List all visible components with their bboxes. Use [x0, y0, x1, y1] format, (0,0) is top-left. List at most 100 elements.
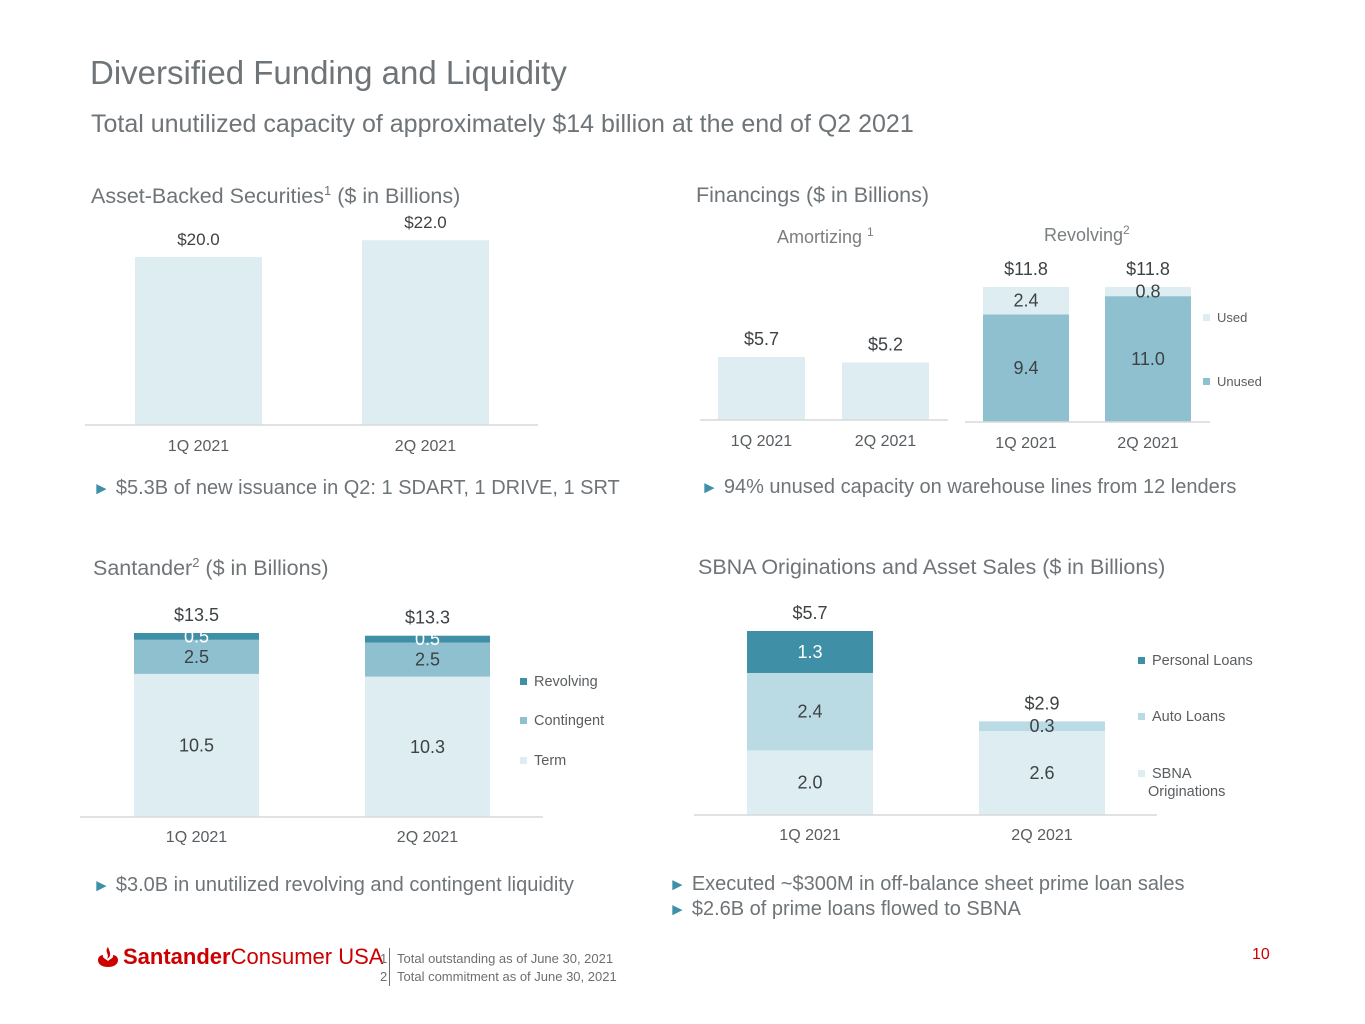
- bar-value-label: $5.2: [868, 335, 903, 355]
- bar-segment-sbna-originations: [747, 750, 873, 815]
- bar: [718, 357, 805, 420]
- abs-title-text: Asset-Backed Securities: [91, 184, 325, 209]
- legend-swatch: [1138, 657, 1145, 664]
- legend-swatch: [520, 757, 527, 764]
- bullet-text: 94% unused capacity on warehouse lines f…: [723, 476, 1237, 498]
- segment-value-label: 0.5: [184, 626, 209, 646]
- bar: [362, 240, 489, 425]
- page-number: 10: [1252, 946, 1270, 963]
- bullet-text: Executed ~$300M in off-balance sheet pri…: [691, 873, 1185, 895]
- bar-segment-used: [983, 287, 1069, 315]
- sbna-section-title: SBNA Originations and Asset Sales ($ in …: [698, 555, 1166, 579]
- amortizing-title-text: Amortizing: [777, 227, 868, 247]
- segment-value-label: 2.5: [415, 650, 440, 670]
- bar-segment-auto-loans: [747, 672, 873, 751]
- bar-segment-term: [134, 673, 259, 817]
- x-tick-label: 2Q 2021: [855, 433, 916, 450]
- segment-value-label: 9.4: [1013, 358, 1038, 378]
- legend-label: Originations: [1148, 784, 1225, 800]
- bullet-text: $2.6B of prime loans flowed to SBNA: [691, 898, 1021, 920]
- x-tick-label: 2Q 2021: [397, 829, 458, 846]
- segment-value-label: 0.3: [1029, 716, 1054, 736]
- legend-label: Term: [534, 753, 566, 769]
- segment-value-label: 0.5: [415, 629, 440, 649]
- abs-section-title: Asset-Backed Securities1 ($ in Billions): [91, 183, 460, 209]
- legend-swatch: [1138, 770, 1145, 777]
- segment-value-label: 2.5: [184, 647, 209, 667]
- segment-value-label: 2.6: [1029, 763, 1054, 783]
- bar-total-label: $11.8: [1004, 259, 1048, 279]
- segment-value-label: 11.0: [1131, 349, 1165, 369]
- logo-bold-text: Santander: [123, 944, 231, 969]
- legend-label: Auto Loans: [1152, 709, 1225, 725]
- santander-units: ($ in Billions): [199, 556, 329, 581]
- bar-segment-auto-loans: [979, 721, 1105, 732]
- footnote-1: 1 Total outstanding as of June 30, 2021: [380, 951, 613, 966]
- flame-icon: [98, 947, 118, 967]
- financings-bullet: ► 94% unused capacity on warehouse lines …: [701, 476, 1236, 499]
- x-tick-label: 1Q 2021: [731, 433, 792, 450]
- financings-section-title: Financings ($ in Billions): [696, 183, 930, 207]
- x-tick-label: 1Q 2021: [779, 827, 840, 844]
- bar-segment-unused: [1105, 296, 1191, 422]
- footnote-divider: [389, 948, 390, 986]
- santander-chart: 10.52.50.5$13.510.32.50.5$13.31Q 2021 2Q …: [80, 605, 604, 846]
- bar-value-label: $22.0: [404, 213, 447, 232]
- bullet-triangle-icon: ►: [93, 876, 110, 895]
- x-tick-label: 1Q 2021: [168, 438, 229, 455]
- page-title: Diversified Funding and Liquidity: [90, 54, 567, 91]
- bar-total-label: $2.9: [1024, 693, 1059, 713]
- footnote-text: Total commitment as of June 30, 2021: [397, 969, 617, 984]
- legend-label: Revolving: [534, 674, 598, 690]
- footnote-ref: 2: [1123, 223, 1130, 237]
- x-tick-label: 2Q 2021: [1011, 827, 1072, 844]
- bar-segment-term: [365, 676, 490, 817]
- segment-value-label: 1.3: [797, 642, 822, 662]
- amortizing-title: Amortizing 1: [777, 225, 874, 248]
- legend-swatch: [1138, 713, 1145, 720]
- footnote-number: 1: [380, 951, 388, 966]
- bullet-text: $3.0B in unutilized revolving and contin…: [115, 874, 574, 896]
- legend-swatch: [520, 717, 527, 724]
- bullet-text: $5.3B of new issuance in Q2: 1 SDART, 1 …: [115, 477, 620, 499]
- legend-swatch: [1203, 314, 1210, 321]
- footnote-text: Total outstanding as of June 30, 2021: [397, 951, 614, 966]
- legend-label: Used: [1217, 310, 1247, 325]
- bar-segment-unused: [983, 314, 1069, 422]
- legend-label: Personal Loans: [1152, 653, 1253, 669]
- footnote-ref: 1: [867, 225, 874, 239]
- bullet-triangle-icon: ►: [701, 478, 718, 497]
- santander-section-title: Santander2 ($ in Billions): [93, 555, 329, 581]
- bar-segment-used: [1105, 287, 1191, 297]
- sbna-chart: 2.0 2.4 1.3 $5.7 2.6 0.3 $2.9 1Q 2021 2Q 2021 SBN…: [694, 603, 1253, 844]
- bullet-triangle-icon: ►: [93, 479, 110, 498]
- segment-value-label: 2.4: [797, 702, 822, 722]
- legend-swatch: [1203, 378, 1210, 385]
- segment-value-label: 10.5: [179, 735, 214, 755]
- bar-segment-contingent: [134, 639, 259, 674]
- legend-label: Contingent: [534, 713, 604, 729]
- footnote-ref: 2: [192, 555, 200, 570]
- bar-value-label: $5.7: [744, 329, 779, 349]
- revolving-chart: 9.4 2.4 $11.8 11.0 0.8 $11.8 1Q 2021 2Q 2021 Unu…: [965, 259, 1262, 452]
- segment-value-label: 0.8: [1135, 282, 1160, 302]
- bar-segment-personal-loans: [747, 631, 873, 673]
- footnote-number: 2: [380, 969, 388, 984]
- bar-total-label: $13.3: [405, 608, 450, 628]
- legend-label: Unused: [1217, 374, 1262, 389]
- bullet-triangle-icon: ►: [669, 900, 686, 919]
- logo-text: Consumer USA: [230, 944, 384, 969]
- legend-label: SBNA: [1152, 766, 1192, 782]
- footnote-ref: 1: [324, 183, 332, 198]
- santander-consumer-logo: Santander Consumer USA: [96, 944, 383, 970]
- x-tick-label: 1Q 2021: [995, 435, 1056, 452]
- abs-units: ($ in Billions): [331, 184, 461, 209]
- bar-total-label: $13.5: [174, 605, 219, 625]
- x-tick-label: 2Q 2021: [1117, 435, 1178, 452]
- bullet-triangle-icon: ►: [669, 875, 686, 894]
- legend-swatch: [520, 678, 527, 685]
- bar: [135, 257, 262, 425]
- amortizing-chart: $5.7 $5.2 1Q 2021 2Q 2021: [700, 329, 948, 450]
- bar-segment-revolving: [365, 635, 490, 643]
